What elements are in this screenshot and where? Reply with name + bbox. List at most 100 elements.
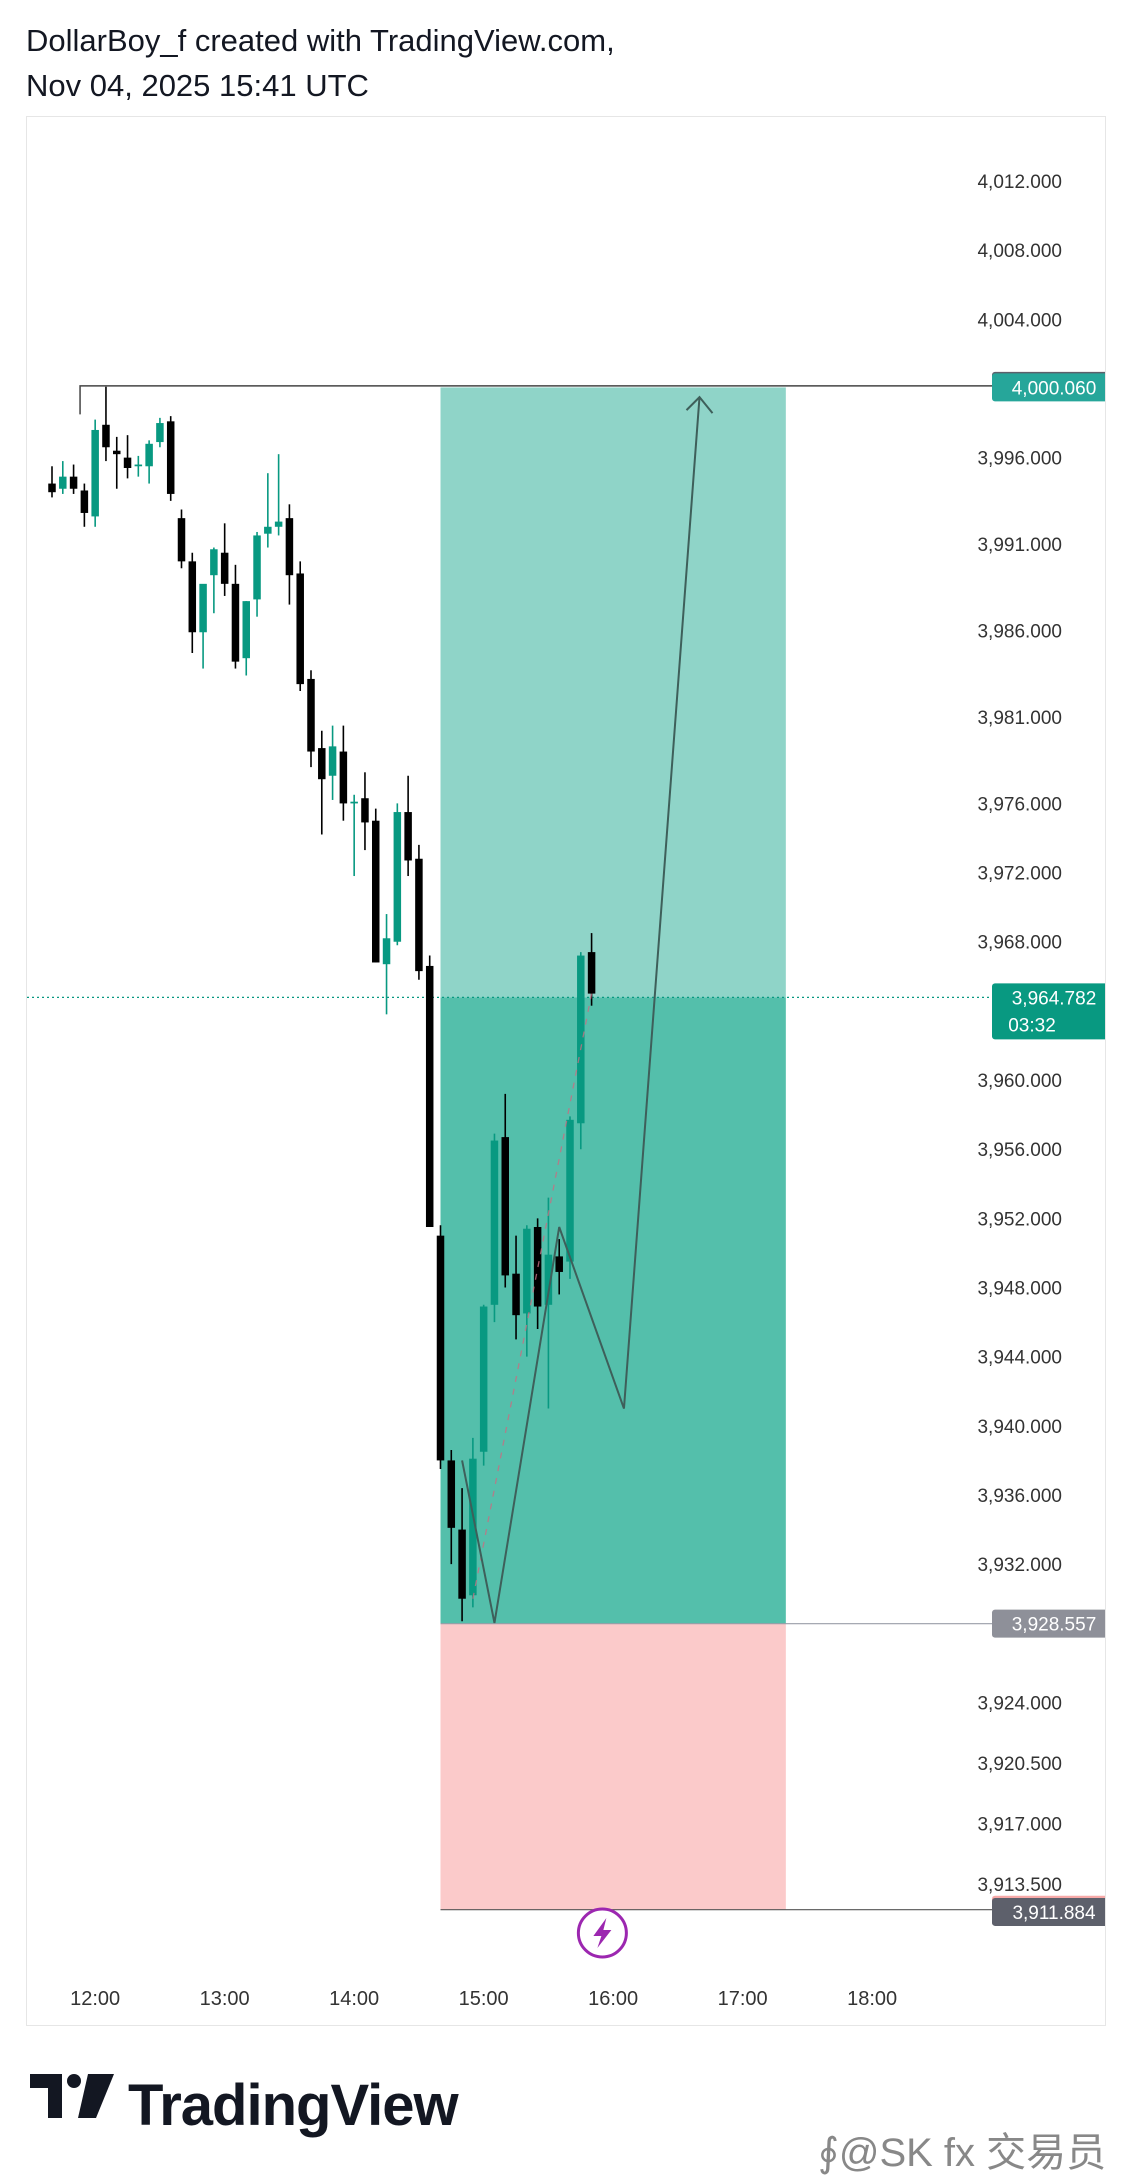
- y-tick-label-9: 3,968.000: [977, 933, 1062, 954]
- candle-body-19: [253, 535, 261, 600]
- candle-body-36: [436, 1235, 445, 1461]
- y-tick-label-12: 3,952.000: [977, 1209, 1062, 1230]
- y-tick-label-8: 3,972.000: [977, 864, 1062, 885]
- candle-body-20: [264, 526, 272, 534]
- price-tag-3: [992, 1609, 1105, 1638]
- candle-body-44: [523, 1228, 531, 1314]
- x-tick-label-4: 16:00: [588, 1988, 638, 2010]
- x-tick-label-0: 12:00: [70, 1988, 120, 2010]
- candle-body-3: [80, 490, 89, 513]
- candle-body-38: [458, 1529, 466, 1599]
- candle-body-15: [210, 549, 218, 576]
- projection-path: [461, 397, 701, 1624]
- candle-body-8: [134, 464, 143, 467]
- candle-body-17: [231, 583, 240, 662]
- candle-body-21: [274, 521, 283, 527]
- candle-body-12: [177, 518, 186, 562]
- y-tick-label-21: 3,913.500: [977, 1875, 1062, 1896]
- x-tick-label-6: 18:00: [847, 1988, 897, 2010]
- candle-body-18: [242, 601, 250, 659]
- y-tick-label-6: 3,981.000: [977, 708, 1062, 729]
- candle-body-4: [91, 429, 99, 517]
- candle-body-35: [425, 965, 434, 1228]
- profit-zone-upper: [440, 387, 786, 998]
- candle-body-14: [199, 583, 207, 633]
- projection-arrow-head: [685, 395, 714, 414]
- candle-body-11: [166, 421, 175, 494]
- y-tick-label-15: 3,940.000: [977, 1417, 1062, 1438]
- candle-body-6: [113, 450, 121, 455]
- y-tick-label-18: 3,924.000: [977, 1693, 1062, 1714]
- candle-body-26: [328, 746, 337, 776]
- y-tick-label-0: 4,012.000: [977, 172, 1062, 193]
- x-tick-label-1: 13:00: [200, 1988, 250, 2010]
- x-tick-label-3: 15:00: [459, 1988, 509, 2010]
- watermark-text: ∮@SK fx 交易员: [818, 2131, 1107, 2175]
- candle-body-30: [372, 820, 380, 963]
- candle-body-43: [512, 1273, 520, 1316]
- candle-body-41: [490, 1140, 499, 1305]
- price-tag-countdown: 03:32: [1008, 1015, 1056, 1036]
- candle-body-1: [59, 476, 67, 489]
- candle-body-33: [404, 812, 412, 861]
- loss-zone: [440, 1623, 786, 1910]
- lightning-bolt: [593, 1918, 612, 1948]
- y-tick-label-4: 3,991.000: [977, 535, 1062, 556]
- y-tick-label-17: 3,932.000: [977, 1555, 1062, 1576]
- candle-body-23: [296, 573, 304, 685]
- y-tick-label-16: 3,936.000: [977, 1486, 1062, 1507]
- price-tag-2: [992, 983, 1105, 1040]
- y-tick-label-14: 3,944.000: [977, 1348, 1062, 1369]
- y-tick-label-11: 3,956.000: [977, 1140, 1062, 1161]
- candle-body-48: [566, 1119, 574, 1262]
- candle-body-7: [123, 457, 132, 469]
- candle-body-39: [469, 1458, 477, 1596]
- candle-body-16: [220, 552, 229, 584]
- price-tag-1: [992, 373, 1105, 402]
- candle-body-49: [577, 955, 585, 1124]
- candle-body-50: [587, 952, 596, 994]
- candle-body-5: [102, 424, 110, 448]
- candle-body-24: [307, 678, 315, 752]
- price-tag-label-3: 3,928.557: [1012, 1615, 1097, 1636]
- chart-author-line: DollarBoy_f created with TradingView.com…: [26, 23, 615, 58]
- chart-header: DollarBoy_f created with TradingView.com…: [26, 18, 615, 108]
- candle-body-40: [479, 1306, 488, 1452]
- candle-body-29: [361, 798, 369, 823]
- y-tick-label-10: 3,960.000: [977, 1071, 1062, 1092]
- candle-body-32: [393, 812, 402, 942]
- chart-timestamp: Nov 04, 2025 15:41 UTC: [26, 68, 369, 103]
- x-tick-label-2: 14:00: [329, 1988, 379, 2010]
- candle-body-9: [145, 443, 153, 467]
- y-tick-label-20: 3,917.000: [977, 1814, 1062, 1835]
- tradingview-logo-icon: [30, 2074, 114, 2118]
- candle-body-25: [318, 748, 326, 780]
- y-tick-label-19: 3,920.500: [977, 1754, 1062, 1775]
- candle-body-2: [69, 476, 78, 489]
- candle-body-22: [285, 518, 294, 576]
- y-tick-label-5: 3,986.000: [977, 622, 1062, 643]
- price-tag-label-5: 3,911.884: [1012, 1903, 1096, 1924]
- y-tick-label-7: 3,976.000: [977, 794, 1062, 815]
- candle-body-28: [350, 801, 358, 804]
- price-tag-label-1: 4,000.060: [1012, 378, 1097, 399]
- y-tick-label-13: 3,948.000: [977, 1279, 1062, 1300]
- candle-body-13: [188, 561, 197, 633]
- tradingview-brand: TradingView: [128, 2073, 459, 2138]
- candle-body-31: [382, 938, 391, 965]
- y-tick-label-1: 4,008.000: [977, 241, 1062, 262]
- candle-body-27: [339, 751, 348, 804]
- candlestick-chart[interactable]: 4,012.000 4,008.000 4,004.000 3,996.000 3,99…: [27, 117, 1105, 2025]
- candle-body-10: [156, 423, 164, 443]
- chart-frame[interactable]: 4,012.000 4,008.000 4,004.000 3,996.000 3,99…: [26, 116, 1106, 2026]
- x-tick-label-5: 17:00: [718, 1988, 768, 2010]
- candle-body-0: [48, 483, 56, 493]
- y-tick-label-2: 4,004.000: [977, 310, 1062, 331]
- price-tag-5: [992, 1897, 1105, 1926]
- resistance-line: [79, 385, 992, 415]
- y-tick-label-3: 3,996.000: [977, 449, 1062, 470]
- candle-body-37: [447, 1460, 456, 1528]
- profit-zone-filled: [440, 997, 786, 1624]
- candle-body-47: [555, 1256, 563, 1272]
- candle-body-34: [415, 858, 423, 972]
